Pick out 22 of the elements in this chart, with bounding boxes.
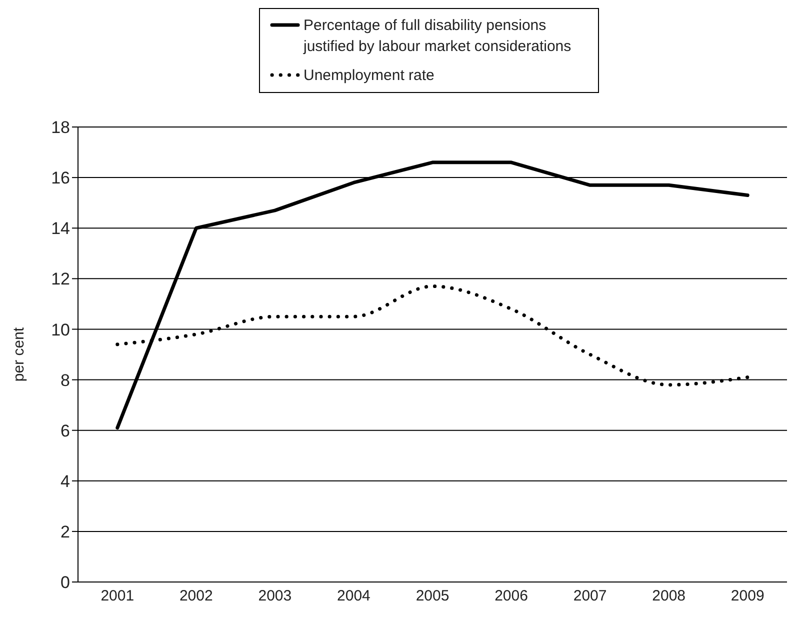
x-tick-label: 2005 [416,588,450,605]
x-tick-label: 2002 [179,588,213,605]
x-tick-label: 2004 [337,588,370,605]
y-tick-label: 2 [60,522,70,542]
x-tick-label: 2008 [652,588,686,605]
y-tick-label: 10 [51,320,70,340]
x-tick-label: 2006 [494,588,528,605]
y-tick-label: 6 [60,421,70,440]
y-tick-label: 18 [51,118,70,138]
x-tick-label: 2009 [730,588,764,605]
y-tick-label: 4 [60,472,70,491]
y-tick-label: 8 [60,370,70,390]
legend-label: Percentage of full disability pensions justified by labour market considerations [304,16,572,57]
y-axis-title: per cent [10,326,28,382]
legend-label: Unemployment rate [304,66,434,86]
x-tick-label: 2001 [100,588,134,605]
x-tick-label: 2007 [573,588,607,605]
y-tick-label: 14 [51,219,70,238]
y-tick-label: 0 [60,573,70,592]
y-tick-label: 16 [51,168,70,188]
x-tick-label: 2003 [258,588,292,605]
y-tick-label: 12 [51,270,70,289]
